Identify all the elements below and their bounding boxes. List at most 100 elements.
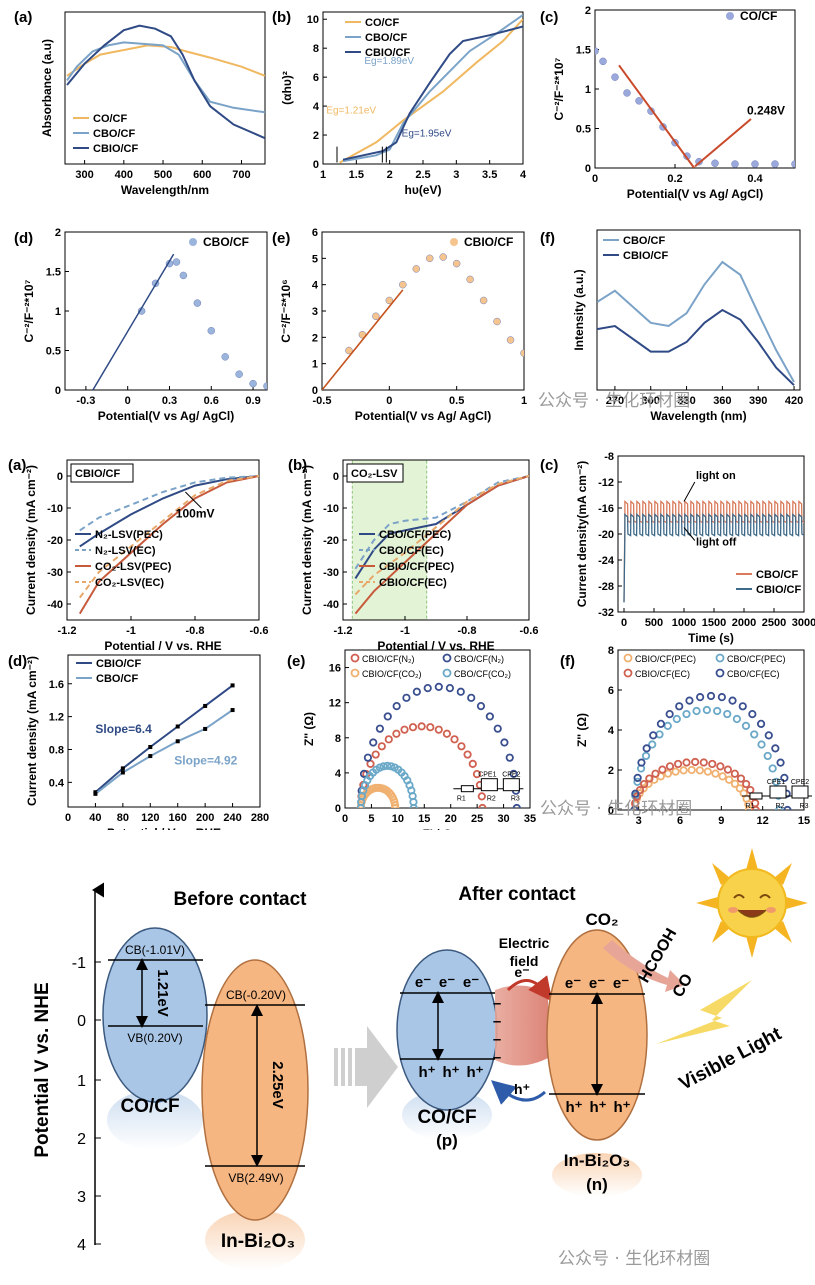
x-tick-label: 0 — [621, 617, 627, 629]
data-point — [172, 258, 181, 266]
data-point — [673, 759, 683, 769]
data-point — [434, 682, 443, 691]
chart-panel-p2: (b) 1 1.5 2 2.5 3 3.5 4 0 2 4 6 8 10 hυ(eV) (αhυ)² CO/CF… — [272, 9, 527, 197]
y-tick-label: 2 — [313, 130, 319, 142]
legend-label: CBIO/CF — [96, 658, 142, 670]
x-tick-label: 2 — [387, 169, 393, 181]
hole-transfer-arrow — [490, 1080, 547, 1105]
legend-entry: CBO/CF(EC) — [359, 545, 444, 557]
chart-panel-p11: (e) 0 5 10 15 20 25 30 35 0 4 8 12 16 Z' / Ω Z'' (Ω) CBI… — [287, 649, 536, 830]
data-point — [485, 712, 494, 721]
legend-swatch — [623, 653, 633, 663]
data-point — [599, 57, 607, 66]
x-axis-label: Potential / V vs. RHE — [377, 639, 494, 653]
data-point — [434, 725, 443, 734]
data-point — [400, 725, 409, 734]
plot-area — [93, 683, 235, 796]
minus-sign: – — [493, 1031, 501, 1048]
resistor — [460, 785, 474, 793]
data-point — [457, 742, 466, 751]
electron-label: e⁻ — [415, 974, 431, 991]
charts-layer: (a)300 400 500 600 700Wavelength/nmAbsorbanc… — [8, 5, 815, 830]
x-tick-label: 80 — [117, 812, 129, 824]
x-tick-label: 0 — [386, 395, 392, 407]
y-axis-label: (αhυ)² — [280, 71, 294, 105]
before-contact-title: Before contact — [173, 889, 307, 910]
legend-label: CBO/CF — [93, 128, 135, 140]
y-tick-label: 6 — [608, 685, 614, 697]
y-axis-label: Z'' (Ω) — [302, 712, 316, 746]
data-point — [468, 759, 477, 768]
after-contact-title: After contact — [458, 884, 576, 905]
bi-after-name: In-Bi₂O₃ — [564, 1151, 630, 1170]
data-point — [735, 784, 744, 793]
x-tick-label: -1.2 — [334, 625, 353, 637]
data-point — [207, 327, 216, 335]
data-point — [509, 769, 518, 778]
x-tick-label: 0.9 — [245, 395, 260, 407]
data-point — [369, 738, 378, 747]
x-tick-label: 1 — [521, 395, 527, 407]
data-point — [757, 740, 766, 749]
diagram-tick: 4 — [77, 1237, 86, 1254]
data-point — [375, 724, 384, 733]
legend-entry: CO/CF — [726, 9, 777, 23]
x-tick-label: 2.5 — [415, 169, 430, 181]
y-tick-label: -28 — [598, 581, 614, 593]
data-point — [442, 729, 451, 738]
data-point — [345, 346, 353, 355]
data-point — [630, 805, 639, 810]
field-label: Electric — [499, 935, 550, 951]
data-point — [175, 724, 180, 729]
series-line — [597, 308, 795, 386]
data-point — [93, 791, 98, 796]
y-tick-label: -16 — [598, 503, 614, 515]
data-point — [746, 785, 755, 795]
panel-letter: (e) — [287, 653, 305, 670]
x-tick-label: 160 — [169, 812, 187, 824]
x-tick-label: 3 — [453, 169, 459, 181]
field-electron-label: e⁻ — [514, 964, 529, 980]
panel-letter: (d) — [8, 653, 27, 670]
plot-area — [354, 475, 529, 615]
data-point — [371, 750, 380, 759]
circuit-label: R1 — [457, 796, 466, 803]
x-axis-label: Z' / Ω — [423, 827, 453, 830]
y-tick-label: 0 — [57, 471, 63, 483]
x-tick-label: 20 — [445, 813, 457, 825]
plot-area — [597, 260, 795, 386]
minus-sign: – — [493, 1013, 501, 1030]
legend-label: CBO/CF(CO₂) — [454, 669, 511, 679]
plot-area — [356, 682, 521, 808]
legend-entry: N₂-LSV(EC) — [75, 545, 156, 557]
x-axis-label: Time (s) — [688, 631, 734, 645]
data-point — [702, 705, 711, 715]
y-tick-label: -30 — [323, 567, 339, 579]
fit-line — [92, 253, 175, 390]
y-tick-label: -10 — [47, 503, 63, 515]
data-point — [731, 160, 739, 168]
data-point — [426, 723, 435, 732]
data-point — [750, 730, 759, 739]
data-point — [648, 740, 657, 749]
data-point — [384, 735, 393, 744]
y-tick-label: 10 — [307, 14, 319, 26]
data-point — [672, 714, 681, 724]
x-tick-label: 1000 — [672, 617, 696, 629]
x-tick-label: 200 — [196, 812, 214, 824]
circuit-label: CPE1 — [767, 779, 785, 786]
data-point — [637, 758, 646, 767]
plot-area — [339, 14, 523, 164]
legend-entry: CBO/CF — [345, 32, 407, 44]
y-tick-label: -20 — [47, 535, 63, 547]
data-point — [148, 754, 153, 759]
data-point — [402, 693, 411, 702]
data-point — [728, 696, 737, 705]
y-tick-label: 0.4 — [49, 777, 65, 789]
hole-label: h⁺ — [418, 1064, 435, 1081]
hole-label: h⁺ — [565, 1099, 582, 1116]
data-point — [716, 762, 725, 771]
chart-panel-p6: (f) 270 300 330 360 390 420 Wavelength (nm) Inte… — [540, 229, 803, 423]
electron-transfer-arrow — [506, 975, 553, 1002]
data-point — [736, 774, 746, 783]
